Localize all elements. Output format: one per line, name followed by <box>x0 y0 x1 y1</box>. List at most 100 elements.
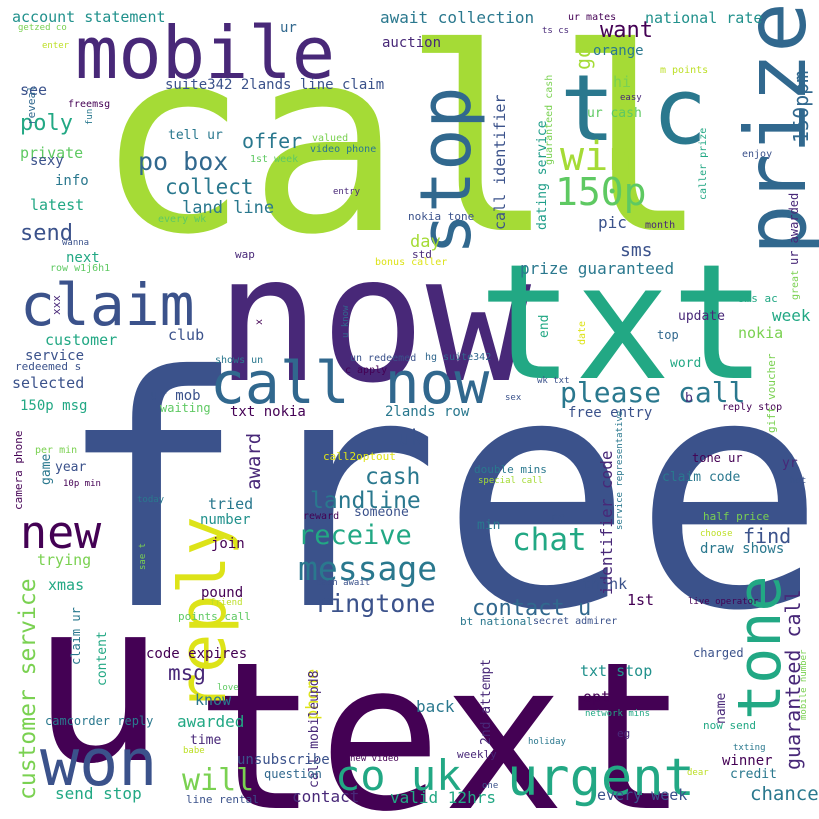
word-sae-t: sae t <box>138 543 148 570</box>
word-collect: collect <box>165 175 254 199</box>
word-go: go <box>571 46 595 70</box>
word-c: c <box>652 58 707 165</box>
word-top: top <box>657 328 679 342</box>
word-yr: yr <box>782 456 798 471</box>
word-cash: cash <box>365 464 420 490</box>
word-every-week: every week <box>597 786 687 804</box>
word-now: now <box>215 219 532 422</box>
word-stop: stop <box>405 86 487 255</box>
word-claim-ur: claim ur <box>69 607 83 665</box>
word-week: week <box>772 306 811 325</box>
word-dating-service: dating service <box>535 120 550 230</box>
word-wap: wap <box>235 248 255 261</box>
word-caller-prize: caller prize <box>698 128 709 200</box>
word-waiting: waiting <box>160 401 211 415</box>
word-next: next <box>66 250 100 266</box>
word-reward: reward <box>303 511 339 522</box>
word-tone: tone <box>725 576 795 721</box>
word-xxx: xxx <box>50 295 63 315</box>
word-mobile-number: mobile number <box>799 649 809 720</box>
word-poly: poly <box>20 111 73 136</box>
word-claim-code: claim code <box>662 470 740 485</box>
word-call-identifier: call identifier <box>491 95 509 230</box>
word-reply-stop: reply stop <box>722 402 782 413</box>
word-reply: reply <box>166 516 241 712</box>
word-txt-nokia: txt nokia <box>230 404 306 420</box>
word-camcorder-reply: camcorder reply <box>45 714 153 728</box>
word-ringtone: ringtone <box>315 589 435 618</box>
word-valued: valued <box>312 133 348 144</box>
word-gift-voucher: gift voucher <box>765 353 778 433</box>
word-double-mins: double mins <box>474 463 547 476</box>
word-orange: orange <box>593 43 644 59</box>
word-fun: fun <box>85 109 95 125</box>
word-ur-mates: ur mates <box>568 12 616 23</box>
word-back: back <box>416 697 455 716</box>
word-cash-await: cash await <box>316 578 370 588</box>
word-call-now: call now <box>210 349 489 417</box>
word-urgent: urgent <box>507 748 695 808</box>
word-mobile: mobile <box>75 11 335 95</box>
word-today: today <box>137 495 165 505</box>
word-friend: friend <box>210 598 243 608</box>
word-name: name <box>714 693 729 724</box>
word-message: message <box>298 549 437 588</box>
word-tried: tried <box>208 495 253 513</box>
word-text: text <box>195 619 689 819</box>
word-national-rate: national rate <box>645 9 762 27</box>
word-xmas: xmas <box>48 576 84 594</box>
word-eg: eg <box>617 727 630 740</box>
word-every-wk: every wk <box>158 214 206 225</box>
word-150p-msg: 150p msg <box>20 398 87 414</box>
word-txt: txt <box>478 229 767 416</box>
word-1st: 1st <box>627 591 654 609</box>
word-one: one <box>482 781 498 791</box>
word-t: t <box>560 55 615 162</box>
word-row-w1j6h1: row w1j6h1 <box>50 263 110 274</box>
word-call-mobileupd8: call mobileupd8 <box>307 671 322 788</box>
word-now-send: now send <box>703 719 756 732</box>
word-free-entry: free entry <box>568 405 652 421</box>
word-want: want <box>600 18 653 43</box>
word-150p: 150p <box>555 170 647 214</box>
word-selected: selected <box>12 374 84 392</box>
word-free: free <box>55 309 819 681</box>
word-year: year <box>55 460 86 475</box>
word-trying: trying <box>37 551 91 569</box>
word-phone: phone <box>303 669 323 720</box>
word-valid-12hrs: valid 12hrs <box>390 788 496 807</box>
word-win: win <box>560 134 632 180</box>
word-chance: chance <box>750 783 819 805</box>
word-content: content <box>95 631 110 686</box>
word-update: update <box>678 309 725 324</box>
word-wanna: wanna <box>62 238 89 248</box>
word-u-know: u know <box>341 305 351 338</box>
word-reveal: reveal <box>25 85 38 125</box>
word-new-video: new video <box>350 754 399 764</box>
word-credit: credit <box>730 767 777 782</box>
word-time: time <box>190 733 221 748</box>
word-nokia: nokia <box>738 324 783 342</box>
word-service-representative: service representative <box>615 411 625 530</box>
word-chat: chat <box>512 522 587 558</box>
word-see: see <box>20 81 47 99</box>
word-thank: thank <box>582 575 627 593</box>
word-club: club <box>168 326 204 344</box>
word-msg: msg <box>168 661 206 685</box>
word-2nd-attempt: 2nd attempt <box>479 659 494 745</box>
word-claim: claim <box>20 271 195 339</box>
word-co-uk: co uk <box>335 751 461 800</box>
word-customer-service: customer service <box>15 578 41 800</box>
word-auction: auction <box>382 35 441 51</box>
word-ur: ur <box>280 20 297 36</box>
word-month: month <box>645 220 675 231</box>
word-service: service <box>25 348 84 364</box>
word-contact-u: contact u <box>472 596 591 621</box>
word-choose: choose <box>700 529 733 539</box>
word-will: will <box>182 763 254 798</box>
word-getzed-co: getzed co <box>18 23 67 33</box>
word-re: re <box>550 511 566 526</box>
word-b: b <box>685 391 693 406</box>
word-bonus-caller: bonus caller <box>375 257 447 268</box>
word-sex: sex <box>505 393 522 403</box>
